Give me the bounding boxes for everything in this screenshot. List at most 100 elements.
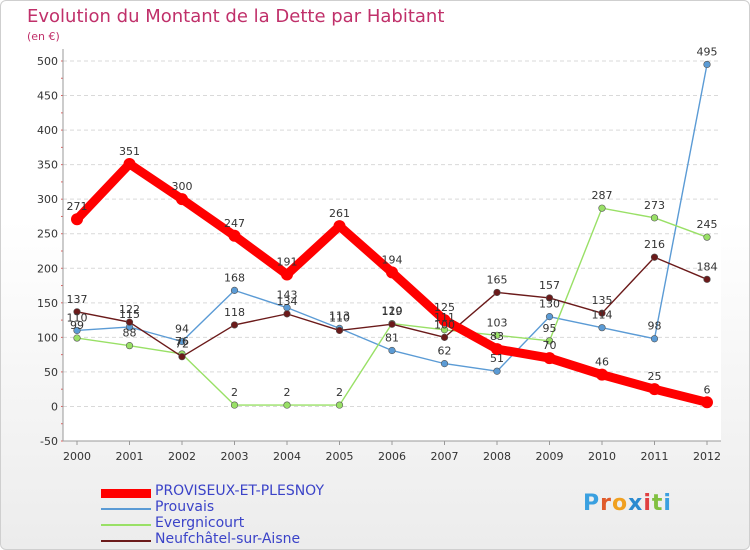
data-point [335, 326, 344, 335]
data-point [230, 286, 239, 294]
data-point [598, 309, 606, 317]
chart-title: Evolution du Montant de la Dette par Hab… [27, 6, 445, 27]
data-point [335, 401, 344, 409]
x-tick-label: 2011 [641, 450, 669, 463]
data-label: 95 [543, 322, 557, 335]
data-label: 216 [644, 238, 665, 251]
logo-letter: i [663, 491, 672, 516]
data-point [283, 401, 291, 409]
data-label: 110 [67, 311, 88, 324]
data-label: 165 [487, 273, 508, 286]
logo-letter: x [628, 491, 644, 516]
legend-label: Prouvais [155, 499, 215, 515]
data-label: 130 [539, 298, 560, 311]
legend-swatch [101, 524, 151, 526]
data-point [596, 368, 608, 381]
data-label: 245 [697, 218, 718, 231]
data-label: 118 [224, 306, 245, 319]
data-point [178, 353, 186, 361]
data-point [73, 326, 81, 335]
x-tick-label: 2004 [273, 450, 301, 463]
data-point [125, 342, 134, 350]
data-label: 143 [277, 289, 298, 302]
data-label: 287 [592, 189, 613, 202]
logo-letter: t [651, 491, 664, 516]
x-tick-label: 2006 [378, 450, 406, 463]
y-tick-label: 150 [37, 297, 58, 310]
data-point [125, 318, 134, 326]
unit-label: (en €) [27, 30, 60, 43]
data-label: 191 [277, 255, 298, 268]
data-label: 157 [539, 279, 560, 292]
data-label: 70 [543, 339, 557, 352]
data-label: 110 [329, 311, 350, 324]
x-tick-label: 2010 [588, 450, 616, 463]
x-tick-label: 2007 [431, 450, 459, 463]
data-point [388, 320, 396, 328]
data-point [703, 60, 711, 69]
legend-swatch [101, 540, 151, 542]
data-label: 113 [329, 309, 350, 322]
x-tick-label: 2005 [326, 450, 354, 463]
data-point [123, 157, 136, 170]
x-tick-label: 2012 [693, 450, 721, 463]
y-tick-label: 100 [37, 331, 58, 344]
x-tick-label: 2008 [483, 450, 511, 463]
data-point [545, 294, 554, 302]
data-point [440, 326, 449, 334]
data-label: 94 [175, 323, 189, 336]
x-tick-label: 2001 [116, 450, 144, 463]
data-label: 300 [172, 180, 193, 193]
data-point [650, 335, 659, 343]
y-tick-label: 0 [51, 400, 58, 413]
y-tick-label: 50 [44, 366, 58, 379]
data-point [388, 346, 396, 355]
data-label: 98 [648, 320, 662, 333]
data-point [228, 229, 241, 242]
data-label: 76 [175, 335, 189, 348]
data-point [703, 275, 711, 283]
data-point [176, 193, 188, 206]
data-label: 122 [119, 303, 140, 316]
data-label: 273 [644, 199, 665, 212]
data-point [438, 314, 451, 327]
data-point [440, 333, 449, 341]
data-label: 271 [67, 200, 88, 213]
data-point [440, 360, 449, 368]
data-point [283, 310, 291, 318]
data-label: 81 [385, 331, 399, 344]
data-label: 115 [119, 308, 140, 321]
legend-label: Neufchâtel-sur-Aisne [155, 531, 301, 547]
data-label: 184 [697, 260, 718, 273]
data-point [598, 324, 606, 332]
data-label: 114 [592, 309, 613, 322]
data-point [491, 343, 503, 356]
legend-label: PROVISEUX-ET-PLESNOY [155, 483, 324, 499]
data-label: 103 [487, 316, 508, 329]
data-label: 99 [70, 319, 84, 332]
data-label: 120 [382, 305, 403, 318]
y-tick-label: 500 [37, 55, 58, 68]
data-label: 2 [284, 386, 291, 399]
data-point [281, 268, 293, 281]
y-tick-label: -50 [40, 435, 58, 448]
data-label: 137 [67, 293, 88, 306]
data-label: 72 [175, 338, 189, 351]
proxiti-logo: Proxiti [583, 491, 672, 516]
y-tick-label: 350 [37, 159, 58, 172]
data-label: 261 [329, 207, 350, 220]
logo-letter: o [611, 491, 629, 516]
data-point [701, 396, 713, 409]
data-point [230, 321, 239, 329]
data-label: 495 [697, 45, 718, 58]
y-tick-label: 400 [37, 124, 58, 137]
data-label: 2 [231, 386, 238, 399]
data-point [386, 266, 398, 279]
data-label: 194 [382, 253, 403, 266]
data-label: 2 [336, 386, 343, 399]
data-point [545, 313, 554, 321]
legend-swatch [101, 508, 151, 510]
data-point [73, 334, 81, 342]
data-label: 62 [438, 345, 452, 358]
